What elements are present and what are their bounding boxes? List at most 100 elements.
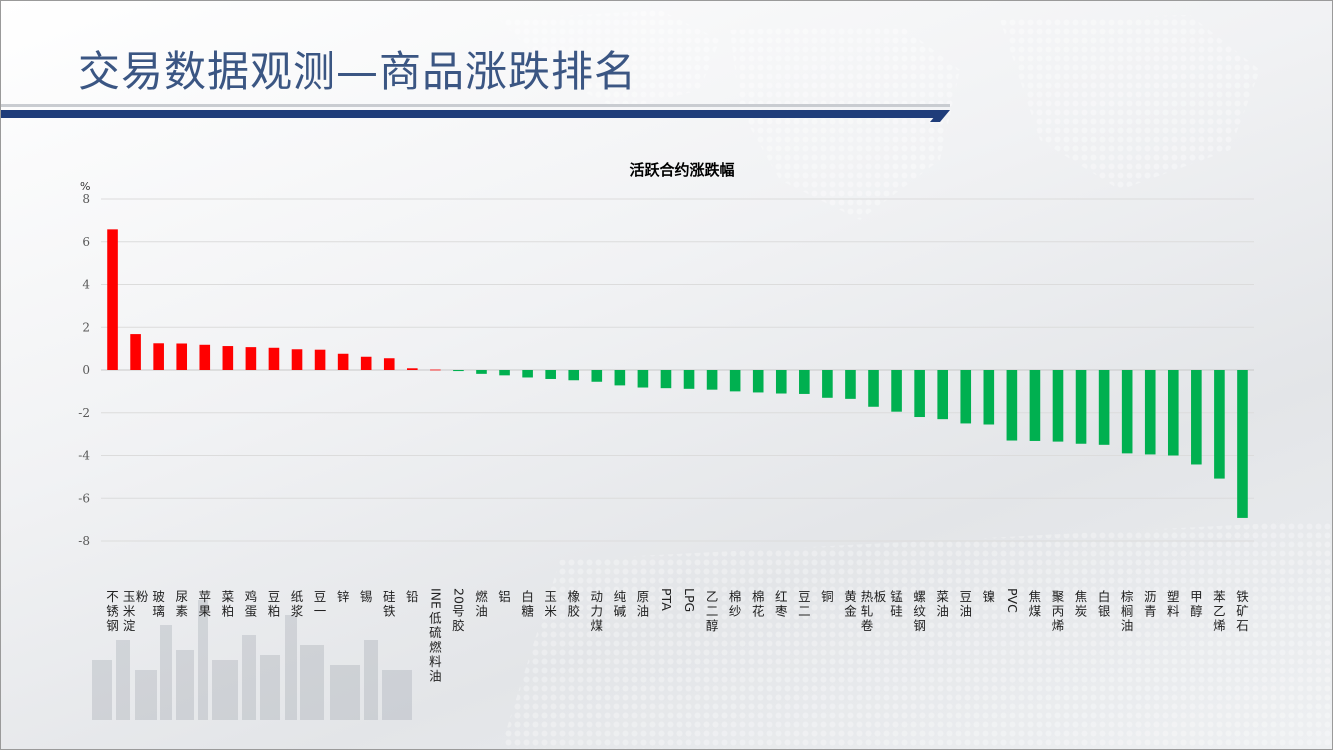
bar-42: [1075, 370, 1087, 444]
bar-43: [1098, 370, 1110, 445]
x-category-label: 燃油: [475, 589, 488, 619]
bar-0: [107, 229, 118, 370]
bar-37: [960, 370, 972, 424]
x-category-label: 号胶: [452, 603, 465, 633]
x-category-label: 沥青: [1144, 589, 1157, 619]
bar-18: [522, 370, 533, 378]
x-category-label: 不锈钢: [106, 589, 119, 633]
bar-38: [983, 370, 995, 425]
x-category-label: 菜油: [936, 589, 949, 619]
bar-3: [176, 343, 188, 370]
bar-8: [291, 349, 303, 370]
bar-1: [130, 334, 141, 370]
bar-31: [822, 370, 833, 398]
x-category-label: 原油: [637, 589, 650, 619]
bar-12: [383, 358, 395, 370]
x-category-label: 锰硅: [890, 589, 903, 619]
x-category-label: 棉花: [752, 589, 765, 619]
bar-2: [153, 343, 164, 370]
bar-20: [568, 370, 580, 381]
bar-41: [1052, 370, 1064, 442]
bar-40: [1029, 370, 1041, 441]
y-tick-label: -2: [78, 406, 90, 420]
bar-25: [683, 370, 695, 389]
bars: [107, 229, 1248, 518]
bar-32: [845, 370, 856, 399]
bar-28: [752, 370, 764, 393]
world-map-dots: [500, 10, 1260, 220]
y-tick-label: -4: [78, 449, 90, 463]
x-category-label: 纸浆: [291, 589, 304, 619]
chart-title: 活跃合约涨跌幅: [629, 161, 734, 179]
bar-11: [360, 356, 372, 370]
bar-33: [868, 370, 879, 407]
x-category-label: 螺纹钢: [913, 589, 926, 633]
x-category-label: 甲醇: [1190, 589, 1203, 619]
bar-19: [545, 370, 556, 379]
bar-36: [937, 370, 948, 420]
x-category-label-part: INE: [428, 588, 443, 609]
bar-17: [499, 370, 510, 376]
bar-6: [245, 347, 257, 370]
x-category-label: 镍: [983, 589, 996, 604]
bar-30: [799, 370, 810, 394]
bar-10: [337, 353, 349, 370]
bar-21: [591, 370, 603, 382]
bar-9: [314, 349, 326, 370]
slide-title: 交易数据观测—商品涨跌排名: [78, 47, 638, 96]
x-category-label: 白银: [1098, 589, 1111, 619]
x-category-label: 锡: [360, 589, 373, 604]
y-tick-label: -6: [78, 491, 90, 505]
bar-27: [729, 370, 741, 392]
bar-7: [268, 347, 280, 370]
bar-47: [1191, 370, 1202, 465]
bar-39: [1006, 370, 1018, 441]
x-category-label: 乙二醇: [706, 589, 719, 633]
y-axis-ticks: 8 6 4 2 0 -2 -4 -6 -8: [78, 192, 90, 548]
x-category-label: 棕榈油: [1121, 589, 1134, 633]
bar-24: [660, 370, 672, 389]
x-axis-labels: 不锈钢玉米淀粉 玻璃尿素苹果菜粕鸡蛋豆粕纸浆豆一锌锡硅铁铅低硫燃料油 INE 号胶20…: [106, 588, 1249, 684]
bar-44: [1121, 370, 1133, 454]
bar-26: [706, 370, 718, 390]
bar-15: [453, 370, 464, 372]
x-category-label: 热轧卷板: [861, 589, 887, 633]
x-category-label: 玉米: [544, 589, 557, 619]
header-band: [0, 110, 940, 118]
x-category-label: 黄金: [844, 589, 857, 619]
bar-16: [476, 370, 487, 374]
x-category-label: 红枣: [775, 589, 788, 619]
x-category-label: 聚丙烯: [1052, 589, 1065, 633]
x-category-label: 橡胶: [567, 589, 580, 619]
bar-48: [1214, 370, 1225, 479]
x-category-label: 纯碱: [614, 589, 627, 619]
bar-5: [222, 346, 234, 370]
x-category-label: 豆二: [798, 589, 811, 619]
y-tick-label: -8: [78, 534, 90, 548]
x-category-label: 豆一: [314, 589, 327, 619]
x-category-label: 铜: [821, 589, 834, 604]
x-category-label-part: 20: [451, 588, 466, 604]
x-category-label: 焦炭: [1075, 589, 1088, 619]
x-category-label: 铝: [498, 589, 511, 604]
x-category-label: 铁矿石: [1236, 589, 1249, 633]
x-category-label: 尿素: [175, 589, 188, 619]
header-band-tip: [930, 110, 950, 122]
x-category-label: 棉纱: [729, 589, 742, 619]
bar-45: [1144, 370, 1156, 455]
x-category-label-part: PVC: [1005, 588, 1020, 613]
x-category-label: 塑料: [1167, 589, 1180, 619]
x-category-label: 豆油: [959, 589, 972, 619]
x-category-label-part: LPG: [682, 588, 697, 612]
x-category-label: 锌: [337, 589, 350, 604]
bar-23: [637, 370, 649, 388]
bar-13: [407, 368, 418, 370]
x-category-label-part: PTA: [659, 588, 674, 611]
bar-34: [891, 370, 902, 412]
header-band-light: [0, 104, 950, 107]
x-category-label: 硅铁: [383, 589, 396, 619]
bar-4: [199, 344, 211, 370]
x-category-label: 白糖: [521, 589, 534, 619]
